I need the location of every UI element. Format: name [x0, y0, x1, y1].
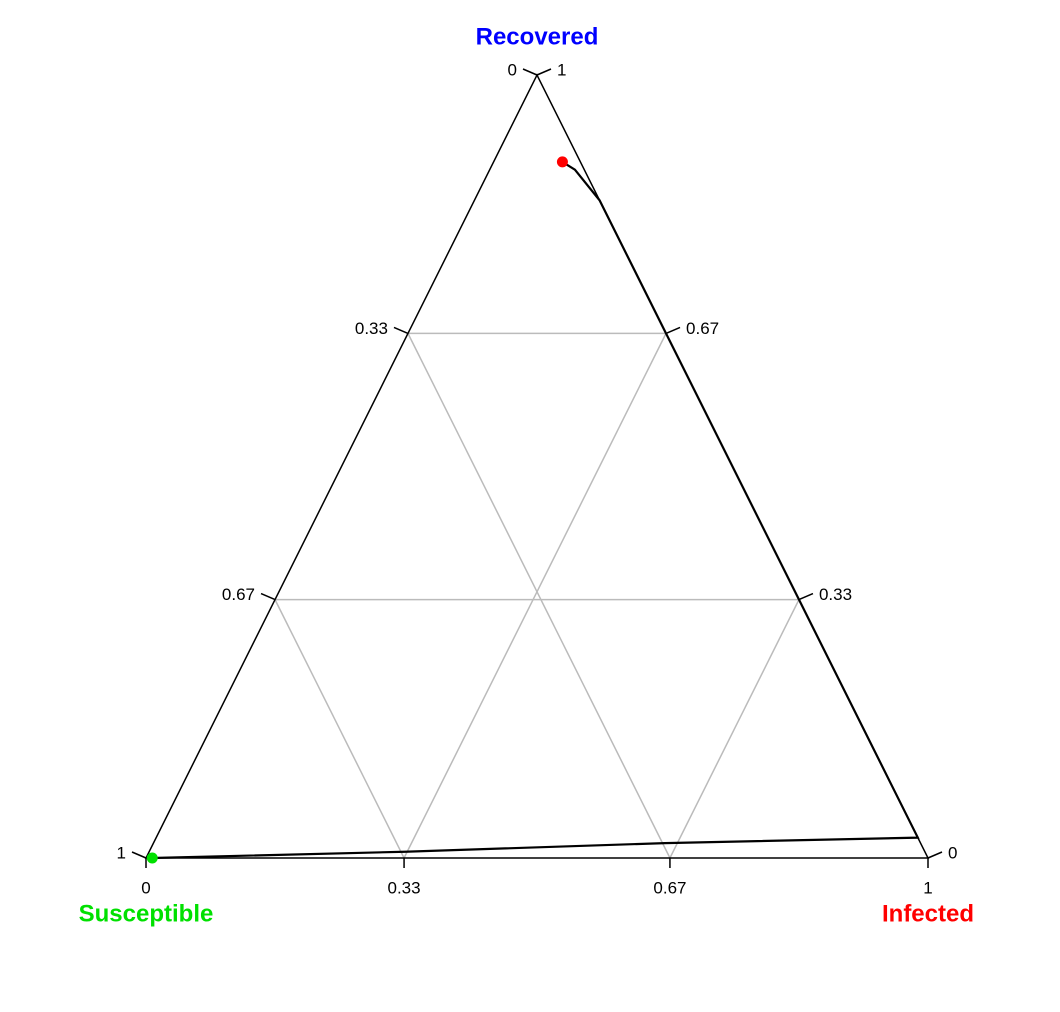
axis-title: Recovered: [476, 23, 599, 50]
tick-label: 0: [508, 60, 517, 79]
tick-label: 0.67: [222, 585, 255, 604]
tick-label: 1: [923, 878, 932, 897]
trajectory-line: [152, 160, 920, 860]
tick-mark: [798, 592, 814, 601]
start-point: [146, 852, 158, 864]
grid-line: [403, 333, 667, 859]
tick-label: 1: [117, 843, 126, 862]
tick-mark: [131, 851, 147, 859]
axis-title: Infected: [882, 900, 974, 927]
tick-label: 0.67: [653, 878, 686, 897]
triangle-frame: [144, 73, 930, 859]
tick-label: 0.67: [686, 319, 719, 338]
tick-mark: [393, 326, 409, 335]
axis-title: Susceptible: [79, 900, 214, 927]
tick-mark: [665, 326, 681, 335]
grid-line: [407, 333, 671, 859]
tick-mark: [522, 68, 538, 76]
grid-line: [669, 599, 800, 859]
tick-label: 0.33: [819, 585, 852, 604]
tick-mark: [260, 592, 276, 601]
tick-label: 0: [141, 878, 150, 897]
end-point: [556, 156, 568, 168]
tick-label: 0.33: [388, 878, 421, 897]
tick-mark: [536, 68, 552, 76]
tick-mark: [927, 851, 943, 859]
tick-label: 1: [557, 60, 566, 79]
tick-label: 0.33: [355, 319, 388, 338]
grid-line: [274, 599, 405, 859]
tick-label: 0: [948, 843, 957, 862]
